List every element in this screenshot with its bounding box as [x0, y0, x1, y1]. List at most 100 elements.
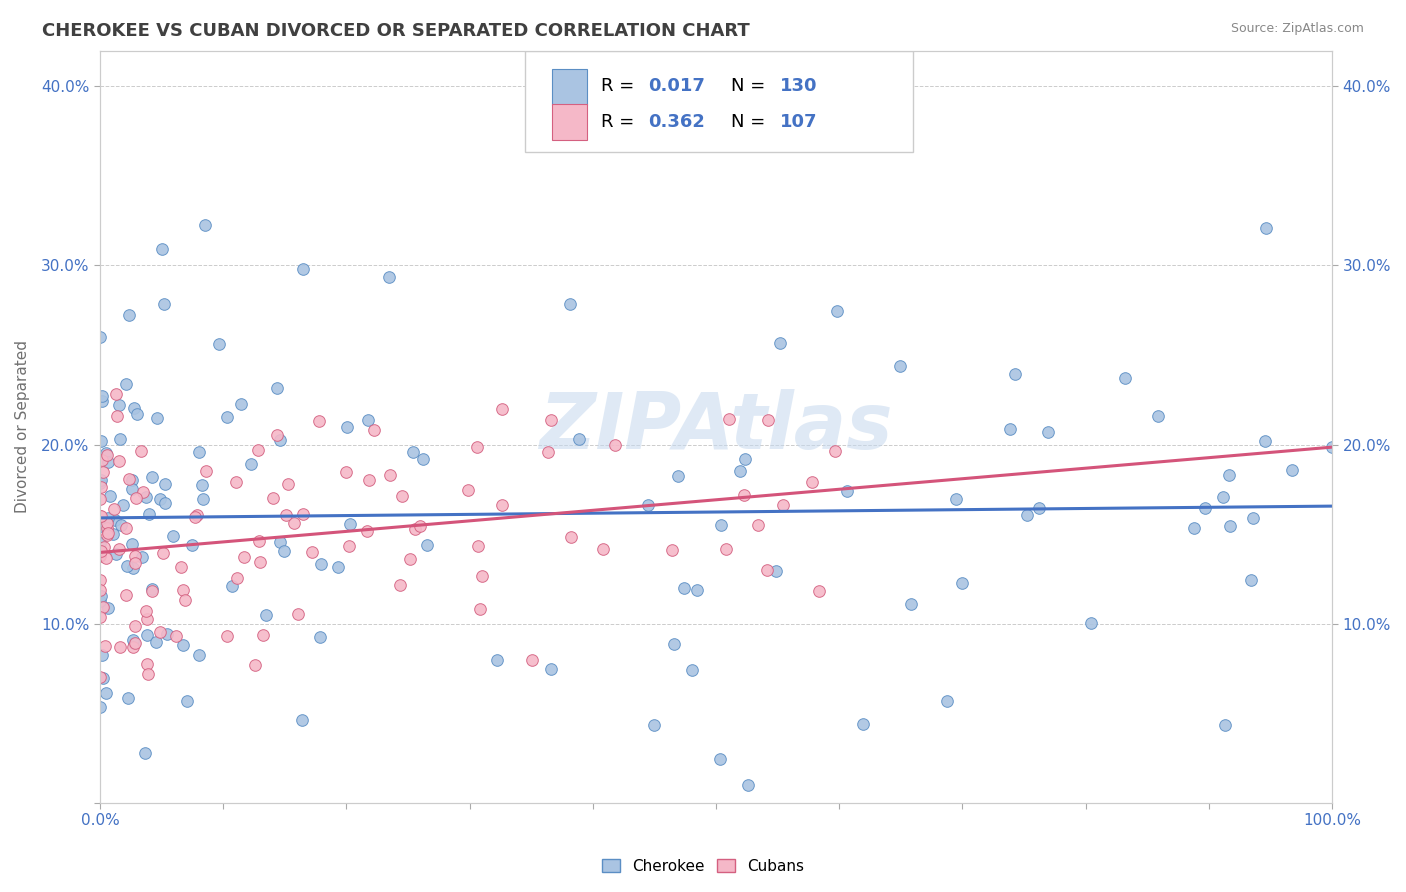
Point — [465, 441, 488, 455]
Point — [273, 543, 295, 558]
Point — [136, 657, 159, 671]
Point — [89, 699, 111, 714]
Point — [135, 490, 157, 504]
Point — [96, 686, 118, 700]
Point — [1036, 425, 1059, 439]
Point — [1028, 501, 1050, 516]
Point — [309, 630, 332, 644]
Point — [1254, 434, 1277, 448]
Point — [1114, 371, 1136, 385]
Point — [96, 446, 118, 460]
Point — [1182, 521, 1205, 535]
Point — [765, 564, 787, 578]
Point — [105, 409, 128, 423]
Point — [326, 560, 349, 574]
Point — [1320, 440, 1343, 454]
Point — [662, 637, 685, 651]
Point — [824, 444, 846, 458]
Point — [277, 477, 299, 491]
Point — [165, 630, 187, 644]
Point — [101, 527, 124, 541]
FancyBboxPatch shape — [553, 104, 586, 140]
Point — [91, 453, 114, 467]
Point — [91, 671, 114, 685]
Point — [389, 578, 412, 592]
Point — [1219, 518, 1241, 533]
Point — [558, 297, 581, 311]
Point — [136, 666, 159, 681]
Point — [125, 491, 148, 505]
Point — [262, 491, 284, 505]
Point — [717, 412, 740, 426]
Point — [89, 549, 111, 564]
Point — [121, 473, 143, 487]
Point — [162, 529, 184, 543]
Point — [97, 601, 120, 615]
Point — [1017, 508, 1039, 523]
Point — [187, 445, 209, 459]
Point — [108, 433, 131, 447]
Point — [1194, 500, 1216, 515]
Legend: Cherokee, Cubans: Cherokee, Cubans — [596, 853, 810, 880]
Point — [243, 657, 266, 672]
Point — [363, 423, 385, 437]
Point — [252, 628, 274, 642]
Point — [769, 336, 792, 351]
Point — [156, 626, 179, 640]
Point — [950, 575, 973, 590]
FancyBboxPatch shape — [553, 69, 586, 104]
Text: N =: N = — [731, 78, 770, 95]
Point — [103, 502, 125, 516]
Point — [89, 509, 111, 524]
Point — [108, 399, 131, 413]
Point — [121, 536, 143, 550]
Point — [152, 297, 174, 311]
Point — [215, 630, 238, 644]
Point — [470, 602, 492, 616]
Point — [194, 464, 217, 478]
Point — [568, 432, 591, 446]
Point — [135, 604, 157, 618]
Text: 0.362: 0.362 — [648, 113, 706, 131]
Point — [391, 489, 413, 503]
Point — [673, 582, 696, 596]
Point — [89, 536, 111, 550]
Point — [105, 387, 128, 401]
Point — [945, 492, 967, 507]
Point — [170, 559, 193, 574]
Point — [124, 556, 146, 570]
Point — [97, 510, 120, 524]
Point — [229, 397, 252, 411]
Point — [710, 517, 733, 532]
Text: R =: R = — [602, 78, 641, 95]
Point — [335, 420, 357, 434]
Point — [681, 664, 703, 678]
Point — [194, 218, 217, 232]
Point — [339, 516, 361, 531]
Point — [112, 499, 135, 513]
Point — [153, 496, 176, 510]
Point — [1212, 490, 1234, 504]
Point — [183, 510, 205, 524]
Point — [1218, 468, 1240, 483]
Point — [1240, 573, 1263, 587]
Point — [89, 582, 111, 597]
Point — [825, 304, 848, 318]
Point — [141, 470, 163, 484]
Point — [217, 409, 239, 424]
Point — [96, 448, 118, 462]
Point — [378, 468, 401, 483]
Point — [643, 718, 665, 732]
Point — [733, 488, 755, 502]
Point — [91, 600, 114, 615]
Point — [100, 489, 122, 503]
Point — [337, 540, 360, 554]
Point — [889, 359, 911, 373]
Point — [900, 597, 922, 611]
Point — [104, 513, 127, 527]
Point — [1256, 221, 1278, 235]
Point — [121, 560, 143, 574]
Point — [808, 584, 831, 599]
Point — [90, 473, 112, 487]
Text: 130: 130 — [780, 78, 818, 95]
